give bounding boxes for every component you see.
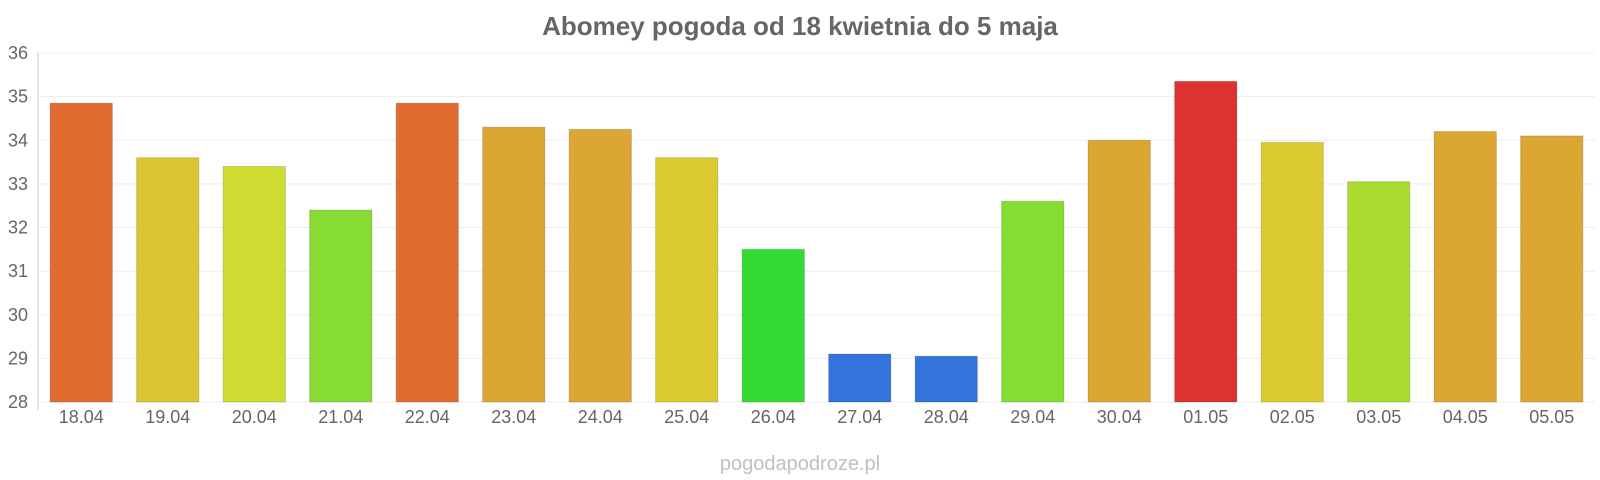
bar-27.04 — [828, 353, 892, 403]
x-tick-label: 26.04 — [751, 407, 796, 427]
bar-30.04 — [1087, 139, 1151, 403]
x-tick-label: 19.04 — [145, 407, 190, 427]
y-tick-label: 32 — [8, 218, 28, 238]
x-tick-label: 23.04 — [491, 407, 536, 427]
bar-02.05 — [1260, 141, 1324, 403]
bar-21.04 — [309, 209, 373, 403]
watermark: pogodapodroze.pl — [720, 453, 880, 475]
bar-25.04 — [655, 157, 719, 403]
bar-23.04 — [482, 126, 546, 403]
bar-19.04 — [136, 157, 200, 403]
y-tick-label: 36 — [8, 43, 28, 63]
bar-18.04 — [49, 102, 113, 403]
x-tick-label: 20.04 — [232, 407, 277, 427]
x-tick-label: 27.04 — [837, 407, 882, 427]
bar-01.05 — [1174, 80, 1238, 403]
y-tick-label: 31 — [8, 261, 28, 281]
bar-22.04 — [395, 102, 459, 403]
x-tick-label: 03.05 — [1356, 407, 1401, 427]
y-axis: 28 29 30 31 32 33 34 35 36 — [8, 43, 39, 412]
x-tick-label: 24.04 — [578, 407, 623, 427]
bar-24.04 — [568, 128, 632, 403]
x-tick-label: 25.04 — [664, 407, 709, 427]
x-axis: 18.04 19.04 20.04 21.04 22.04 23.04 24.04 25.04… — [59, 407, 1575, 427]
x-tick-label: 21.04 — [318, 407, 363, 427]
x-tick-label: 05.05 — [1529, 407, 1574, 427]
x-tick-label: 22.04 — [405, 407, 450, 427]
bar-28.04 — [914, 355, 978, 403]
grid-lines — [38, 52, 1595, 403]
x-tick-label: 29.04 — [1010, 407, 1055, 427]
bar-29.04 — [1001, 200, 1065, 403]
x-tick-label: 28.04 — [924, 407, 969, 427]
x-tick-label: 04.05 — [1443, 407, 1488, 427]
y-tick-label: 29 — [8, 348, 28, 368]
x-tick-label: 01.05 — [1183, 407, 1228, 427]
chart-title: Abomey pogoda od 18 kwietnia do 5 maja — [542, 11, 1058, 41]
y-tick-label: 28 — [8, 392, 28, 412]
bar-04.05 — [1433, 131, 1497, 403]
x-tick-label: 30.04 — [1097, 407, 1142, 427]
x-tick-label: 02.05 — [1270, 407, 1315, 427]
y-tick-label: 33 — [8, 174, 28, 194]
bar-03.05 — [1347, 181, 1411, 403]
bars — [49, 80, 1584, 403]
y-tick-label: 30 — [8, 305, 28, 325]
x-tick-label: 18.04 — [59, 407, 104, 427]
bar-26.04 — [741, 248, 805, 403]
bar-20.04 — [222, 165, 286, 403]
y-tick-label: 35 — [8, 87, 28, 107]
bar-05.05 — [1520, 135, 1584, 403]
y-tick-label: 34 — [8, 130, 28, 150]
